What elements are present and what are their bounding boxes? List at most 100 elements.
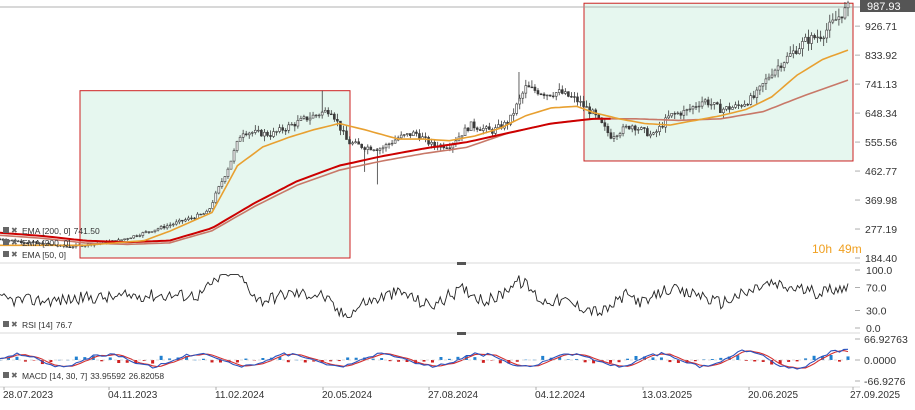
legend-icon-ema2[interactable] bbox=[3, 239, 9, 245]
candle-body bbox=[384, 144, 388, 149]
macd-histogram-bar bbox=[83, 357, 87, 360]
ema-mid-line bbox=[0, 117, 611, 244]
candle-body bbox=[272, 131, 275, 137]
candle-body bbox=[387, 143, 391, 145]
macd-histogram-bar bbox=[558, 357, 562, 360]
macd-histogram-bar bbox=[583, 360, 587, 363]
candle-body bbox=[557, 89, 561, 93]
legend-icon-ema3[interactable] bbox=[3, 251, 9, 257]
candle-body bbox=[430, 141, 433, 145]
candle-body bbox=[664, 117, 667, 128]
candle-body bbox=[840, 16, 844, 19]
candle-body bbox=[217, 186, 221, 194]
macd-histogram-bar bbox=[235, 360, 239, 363]
rsi-legend-label: RSI [14] bbox=[22, 320, 53, 330]
candle-body bbox=[339, 120, 342, 131]
candle-body bbox=[284, 129, 288, 132]
macd-histogram-bar bbox=[159, 355, 163, 360]
candle-body bbox=[524, 85, 528, 94]
macd-histogram-bar bbox=[693, 360, 697, 362]
candle-body bbox=[627, 125, 631, 130]
rsi-tick-label: 30.0 bbox=[866, 306, 887, 318]
candle-body bbox=[372, 149, 376, 151]
highlight-box-1 bbox=[79, 90, 351, 259]
candle-body bbox=[609, 132, 613, 139]
candle-body bbox=[226, 168, 230, 177]
candle-body bbox=[314, 114, 318, 117]
candle-body bbox=[837, 16, 841, 20]
candle-body bbox=[536, 90, 540, 95]
macd-histogram-bar bbox=[812, 355, 816, 360]
macd-close-icon[interactable]: ✖ bbox=[11, 371, 18, 380]
macd-histogram-bar bbox=[736, 355, 740, 360]
candle-body bbox=[752, 95, 756, 98]
candle-body bbox=[381, 147, 385, 150]
candle-body bbox=[649, 133, 652, 137]
ema-lines bbox=[0, 49, 849, 247]
macd-histogram-bar bbox=[142, 360, 146, 361]
candle-body bbox=[691, 106, 695, 110]
candle-body bbox=[23, 242, 26, 244]
candle-body bbox=[415, 131, 418, 134]
price-tick-label: 741.13 bbox=[865, 79, 897, 91]
macd-legend-icon[interactable] bbox=[3, 372, 9, 378]
candle-body bbox=[168, 224, 172, 227]
macd-histogram-bar bbox=[117, 360, 121, 364]
macd-tick-label: 66.92763 bbox=[864, 334, 908, 346]
macd-histogram-bar bbox=[566, 359, 570, 360]
candle-body bbox=[624, 125, 628, 128]
candle-body bbox=[618, 133, 622, 137]
candle-body bbox=[460, 135, 464, 138]
rsi-legend-icon[interactable] bbox=[3, 321, 9, 327]
candle-body bbox=[135, 235, 139, 237]
macd-histogram-bar bbox=[185, 355, 189, 360]
price-tick-label: 462.77 bbox=[865, 166, 897, 178]
macd-histogram-bar bbox=[787, 360, 791, 362]
candle-body bbox=[822, 37, 825, 40]
candle-body bbox=[782, 62, 786, 68]
candle-body bbox=[658, 126, 661, 132]
candle-body bbox=[564, 91, 567, 94]
legend-icon-ema1[interactable] bbox=[3, 227, 9, 233]
candle-body bbox=[35, 241, 38, 244]
candle-body bbox=[731, 107, 734, 110]
price-tick-label: 184.40 bbox=[865, 253, 897, 265]
candle-body bbox=[846, 2, 850, 9]
candle-body bbox=[579, 101, 582, 103]
pane-handle-1[interactable] bbox=[457, 262, 466, 265]
candle-body bbox=[296, 120, 300, 127]
macd-histogram-bar bbox=[744, 360, 748, 361]
candle-body bbox=[345, 130, 348, 140]
candle-body bbox=[254, 129, 257, 133]
candle-body bbox=[567, 91, 570, 97]
rsi-close-icon[interactable]: ✖ bbox=[11, 320, 18, 329]
legend-close-icon-3[interactable]: ✖ bbox=[11, 250, 18, 259]
candle-body bbox=[71, 246, 75, 248]
date-tick-label: 27.08.2024 bbox=[428, 390, 478, 401]
macd-histogram-bar bbox=[49, 360, 53, 363]
macd-histogram-bar bbox=[846, 356, 850, 360]
ema-long-line bbox=[0, 79, 849, 246]
candle-body bbox=[722, 108, 725, 113]
rsi-tick-label: 70.0 bbox=[866, 282, 887, 294]
macd-tick-label: 0.0000 bbox=[864, 355, 896, 367]
candle-body bbox=[223, 176, 227, 183]
candle-body bbox=[202, 213, 205, 215]
macd-histogram-bar bbox=[371, 358, 375, 360]
candle-body bbox=[478, 129, 482, 131]
macd-histogram-bar bbox=[6, 357, 10, 360]
svg-text:RSI [14]76.7: RSI [14] 76.7 bbox=[22, 320, 73, 330]
candle-body bbox=[153, 229, 157, 232]
macd-histogram-bar bbox=[193, 359, 197, 361]
legend-close-icon-2[interactable]: ✖ bbox=[11, 238, 18, 247]
candle-body bbox=[308, 117, 312, 121]
legend-close-icon-1[interactable]: ✖ bbox=[11, 226, 18, 235]
macd-histogram-bar bbox=[702, 359, 706, 360]
macd-histogram-bar bbox=[202, 358, 206, 360]
candle-body bbox=[585, 106, 588, 108]
macd-histogram-bar bbox=[329, 360, 333, 362]
macd-histogram-bar bbox=[125, 360, 129, 363]
macd-line bbox=[0, 348, 849, 370]
pane-handle-2[interactable] bbox=[457, 332, 466, 335]
macd-histogram-bar bbox=[498, 360, 502, 364]
